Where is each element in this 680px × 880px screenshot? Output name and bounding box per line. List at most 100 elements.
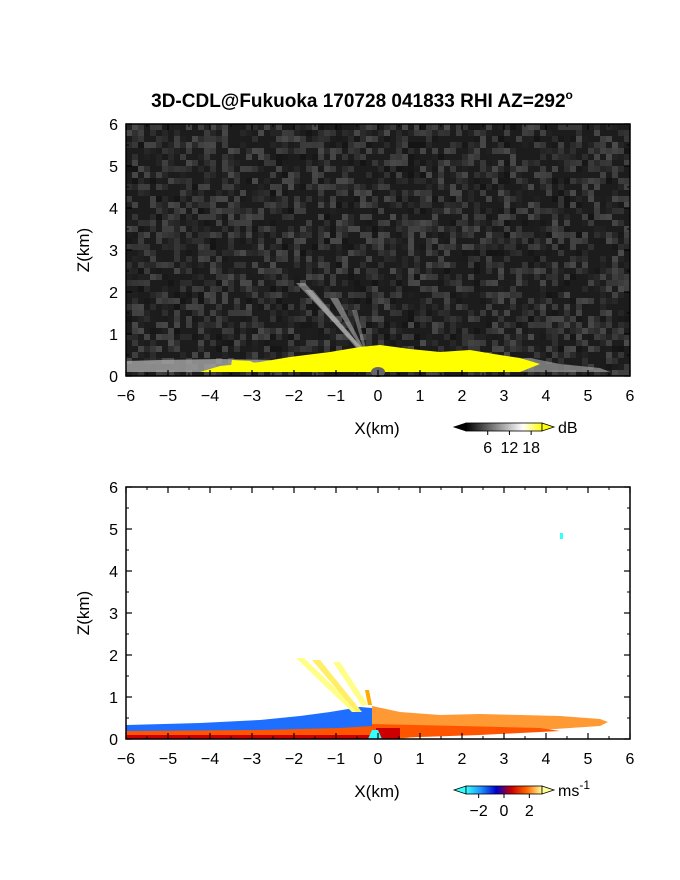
noise-cell [366, 142, 372, 148]
noise-cell [534, 226, 540, 232]
x-tick-label: 5 [584, 388, 593, 405]
noise-cell [588, 124, 594, 130]
noise-cell [510, 208, 516, 214]
noise-cell [498, 238, 504, 244]
noise-cell [330, 328, 336, 334]
noise-cell [492, 184, 498, 190]
noise-cell [132, 202, 138, 208]
noise-cell [162, 238, 168, 244]
noise-cell [204, 130, 210, 136]
noise-cell [414, 142, 420, 148]
noise-cell [408, 292, 414, 298]
noise-cell [324, 346, 330, 352]
noise-cell [462, 124, 468, 130]
noise-cell [342, 154, 348, 160]
noise-cell [192, 292, 198, 298]
noise-cell [384, 136, 390, 142]
noise-cell [216, 286, 222, 292]
x-tick-label: 1 [416, 751, 425, 768]
noise-cell [546, 334, 552, 340]
noise-cell [486, 250, 492, 256]
noise-cell [180, 166, 186, 172]
noise-cell [378, 316, 384, 322]
noise-cell [276, 292, 282, 298]
noise-cell [510, 124, 516, 130]
noise-cell [498, 124, 504, 130]
noise-cell [534, 160, 540, 166]
noise-cell [336, 268, 342, 274]
noise-cell [438, 232, 444, 238]
noise-cell [468, 310, 474, 316]
noise-cell [444, 226, 450, 232]
noise-cell [270, 208, 276, 214]
noise-cell [174, 370, 180, 376]
noise-cell [582, 352, 588, 358]
noise-cell [432, 328, 438, 334]
noise-cell [228, 154, 234, 160]
noise-cell [558, 322, 564, 328]
noise-cell [288, 226, 294, 232]
noise-cell [396, 160, 402, 166]
noise-cell [420, 130, 426, 136]
noise-cell [186, 196, 192, 202]
noise-cell [156, 160, 162, 166]
noise-cell [240, 238, 246, 244]
x-tick-label: −5 [159, 388, 177, 405]
noise-cell [420, 166, 426, 172]
bottom-x-axis-label: X(km) [354, 782, 399, 801]
noise-cell [420, 124, 426, 130]
noise-cell [396, 202, 402, 208]
noise-cell [306, 232, 312, 238]
noise-cell [360, 238, 366, 244]
noise-cell [420, 202, 426, 208]
noise-cell [534, 244, 540, 250]
noise-cell [444, 334, 450, 340]
noise-cell [372, 232, 378, 238]
noise-cell [552, 328, 558, 334]
noise-cell [138, 280, 144, 286]
noise-cell [198, 244, 204, 250]
noise-cell [312, 166, 318, 172]
noise-cell [612, 148, 618, 154]
noise-cell [222, 166, 228, 172]
noise-cell [306, 160, 312, 166]
noise-cell [288, 214, 294, 220]
noise-cell [402, 178, 408, 184]
noise-cell [594, 166, 600, 172]
noise-cell [570, 316, 576, 322]
noise-cell [252, 124, 258, 130]
noise-cell [246, 178, 252, 184]
noise-cell [498, 328, 504, 334]
noise-cell [270, 328, 276, 334]
noise-cell [450, 208, 456, 214]
noise-cell [618, 142, 624, 148]
noise-cell [600, 274, 606, 280]
noise-cell [510, 148, 516, 154]
noise-cell [600, 202, 606, 208]
noise-cell [432, 250, 438, 256]
noise-cell [186, 322, 192, 328]
noise-cell [138, 328, 144, 334]
noise-cell [384, 184, 390, 190]
noise-cell [234, 250, 240, 256]
noise-cell [222, 196, 228, 202]
noise-cell [570, 244, 576, 250]
noise-cell [300, 202, 306, 208]
noise-cell [426, 370, 432, 376]
noise-cell [408, 130, 414, 136]
noise-cell [450, 190, 456, 196]
noise-cell [558, 178, 564, 184]
noise-cell [264, 226, 270, 232]
noise-cell [576, 346, 582, 352]
noise-cell [258, 166, 264, 172]
noise-cell [354, 238, 360, 244]
noise-cell [174, 130, 180, 136]
noise-cell [396, 154, 402, 160]
noise-cell [390, 238, 396, 244]
noise-cell [456, 322, 462, 328]
noise-cell [564, 232, 570, 238]
noise-cell [570, 352, 576, 358]
noise-cell [432, 292, 438, 298]
noise-cell [162, 286, 168, 292]
noise-cell [234, 160, 240, 166]
